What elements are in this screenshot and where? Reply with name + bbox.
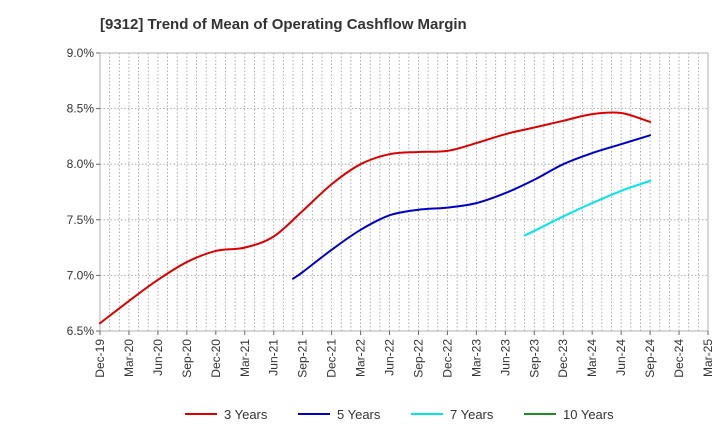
x-tick-label: Sep-23 <box>527 339 541 378</box>
x-tick-label: Dec-24 <box>672 339 686 378</box>
x-tick-label: Sep-20 <box>180 339 194 378</box>
chart-title: [9312] Trend of Mean of Operating Cashfl… <box>100 16 467 33</box>
x-tick-label: Mar-23 <box>469 339 483 377</box>
x-tick-label: Dec-20 <box>209 339 223 378</box>
x-tick-label: Mar-21 <box>238 339 252 377</box>
legend-label-10-years: 10 Years <box>563 407 614 422</box>
plot-frame <box>99 52 709 332</box>
x-tick-label: Jun-24 <box>614 339 628 376</box>
x-tick-label: Jun-23 <box>498 339 512 376</box>
grid <box>100 53 708 331</box>
legend-label-3-years: 3 Years <box>224 407 268 422</box>
x-tick-label: Sep-21 <box>296 339 310 378</box>
y-axis-ticks: 6.5% 7.0% 7.5% 8.0% 8.5% 9.0% <box>67 46 100 338</box>
x-tick-label: Jun-21 <box>267 339 281 376</box>
legend-label-5-years: 5 Years <box>337 407 381 422</box>
x-tick-label: Jun-22 <box>383 339 397 376</box>
x-axis-ticks: Dec-19 Mar-20 Jun-20 Sep-20 Dec-20 Mar-21 Jun-… <box>93 331 715 378</box>
x-tick-label: Dec-22 <box>440 339 454 378</box>
series-lines <box>99 111 652 325</box>
x-tick-label: Mar-22 <box>354 339 368 377</box>
x-tick-label: Sep-22 <box>411 339 425 378</box>
y-tick-label: 8.5% <box>67 102 95 116</box>
x-tick-label: Dec-19 <box>93 339 107 378</box>
x-tick-label: Sep-24 <box>643 339 657 378</box>
legend-label-7-years: 7 Years <box>450 407 494 422</box>
x-tick-label: Mar-25 <box>701 339 715 377</box>
x-tick-label: Mar-20 <box>122 339 136 377</box>
y-tick-label: 6.5% <box>67 324 95 338</box>
legend: 3 Years 5 Years 7 Years 10 Years <box>185 407 614 422</box>
y-tick-label: 7.0% <box>67 268 95 282</box>
series-line-7-years <box>523 179 652 237</box>
x-tick-label: Dec-21 <box>325 339 339 378</box>
x-tick-label: Jun-20 <box>151 339 165 376</box>
x-tick-label: Mar-24 <box>585 339 599 377</box>
y-tick-label: 8.0% <box>67 157 95 171</box>
y-tick-label: 9.0% <box>67 46 95 60</box>
x-tick-label: Dec-23 <box>556 339 570 378</box>
series-line-3-years <box>99 111 652 325</box>
series-line-5-years <box>292 134 652 280</box>
y-tick-label: 7.5% <box>67 213 95 227</box>
